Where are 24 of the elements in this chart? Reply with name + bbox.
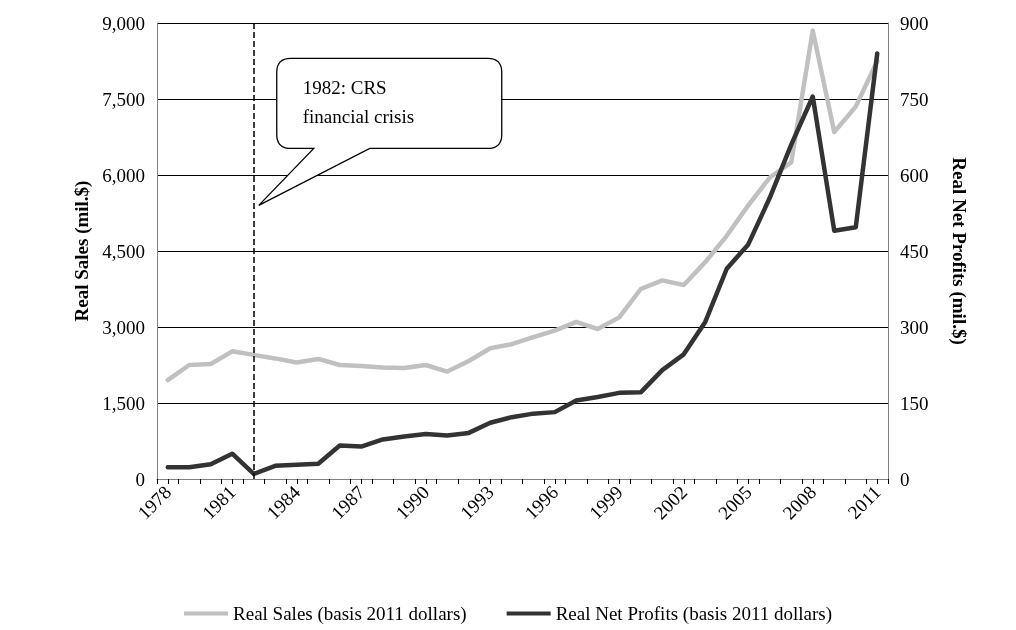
y-tick-label: 4,500 [102, 240, 145, 262]
y-axis-title: Real Sales (mil.$) [71, 180, 94, 322]
y2-tick-label: 600 [900, 164, 929, 186]
y2-tick-label: 300 [900, 316, 929, 338]
line-series [165, 51, 880, 477]
y-tick-label: 6,000 [102, 164, 145, 186]
y2-tick-label: 150 [900, 392, 929, 414]
y-tick-label: 9,000 [102, 12, 145, 34]
line-series [165, 28, 880, 383]
y-tick-label: 1,500 [102, 392, 145, 414]
x-tick-label: 1990 [391, 481, 434, 524]
y2-axis-title: Real Net Profits (mil.$) [948, 157, 970, 345]
legend-label: Real Sales (basis 2011 dollars) [233, 603, 467, 625]
y2-tick-label: 750 [900, 88, 929, 110]
y-tick-label: 7,500 [102, 88, 145, 110]
y2-tick-label: 0 [900, 468, 910, 490]
ref-line-label: 1982: CRS financial crisis [302, 76, 415, 130]
x-tick-label: 1981 [197, 481, 240, 524]
y-tick-label: 3,000 [102, 316, 145, 338]
y-tick-label: 0 [135, 468, 145, 490]
legend-label: Real Net Profits (basis 2011 dollars) [555, 603, 832, 625]
y2-tick-label: 900 [900, 12, 929, 34]
x-tick-label: 1999 [584, 481, 627, 524]
y2-tick-label: 450 [900, 240, 929, 262]
